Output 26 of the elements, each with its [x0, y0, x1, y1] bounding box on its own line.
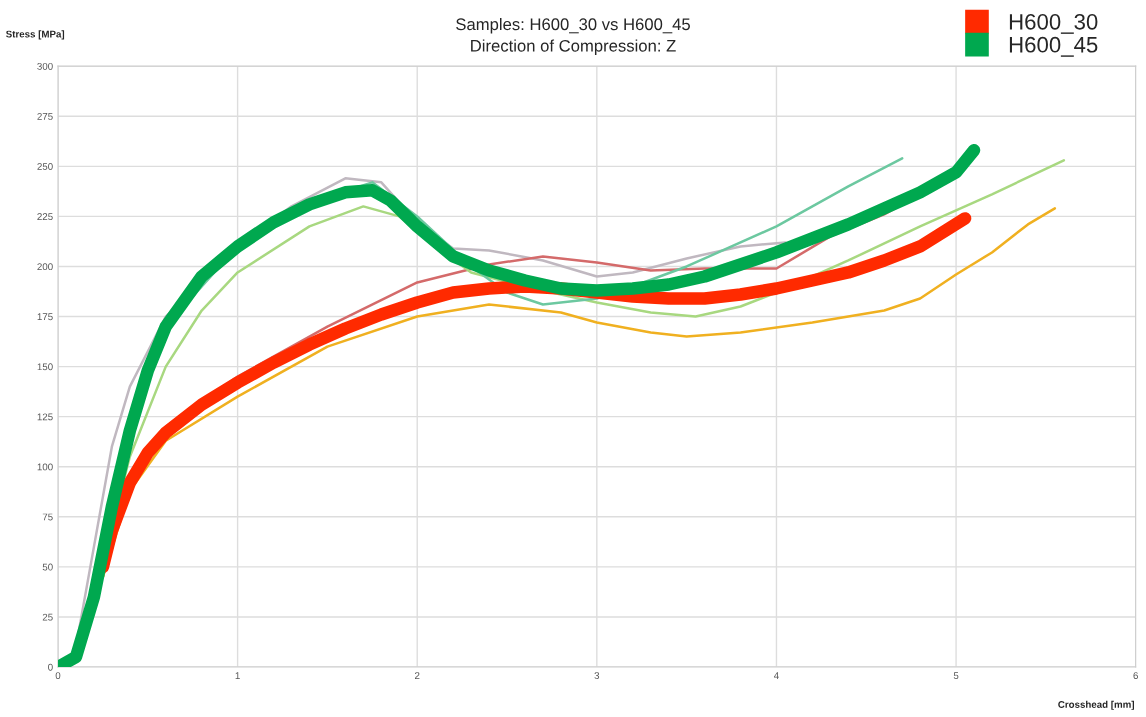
chart-subtitle: Direction of Compression: Z: [471, 39, 676, 55]
y-tick-label: 175: [37, 313, 53, 321]
x-tick-label: 5: [953, 672, 959, 680]
legend-label: H600_45: [1009, 36, 1098, 57]
y-tick-label: 200: [37, 263, 53, 271]
x-tick-label: 2: [415, 672, 420, 679]
y-axis-title: Stress [MPa]: [6, 30, 65, 40]
x-tick-label: 1: [235, 672, 240, 679]
x-tick-label: 0: [55, 672, 61, 680]
y-tick-label: 225: [37, 213, 53, 221]
x-tick-label: 6: [1133, 672, 1138, 680]
y-tick-label: 100: [37, 463, 53, 471]
y-tick-label: 75: [42, 513, 53, 521]
y-tick-label: 0: [48, 663, 53, 671]
x-tick-label: 4: [773, 672, 779, 679]
y-tick-label: 250: [37, 163, 53, 170]
y-tick-label: 150: [37, 363, 53, 371]
y-tick-label: 275: [37, 112, 53, 120]
chart-title: Samples: H600_30 vs H600_45: [456, 17, 690, 34]
x-axis-title: Crosshead [mm]: [1058, 700, 1134, 710]
y-tick-label: 125: [37, 413, 53, 421]
x-tick-label: 3: [594, 672, 600, 680]
legend-label: H600_30: [1009, 13, 1098, 34]
y-tick-label: 25: [42, 613, 53, 621]
y-tick-label: 300: [37, 62, 53, 70]
y-tick-label: 50: [42, 563, 53, 571]
